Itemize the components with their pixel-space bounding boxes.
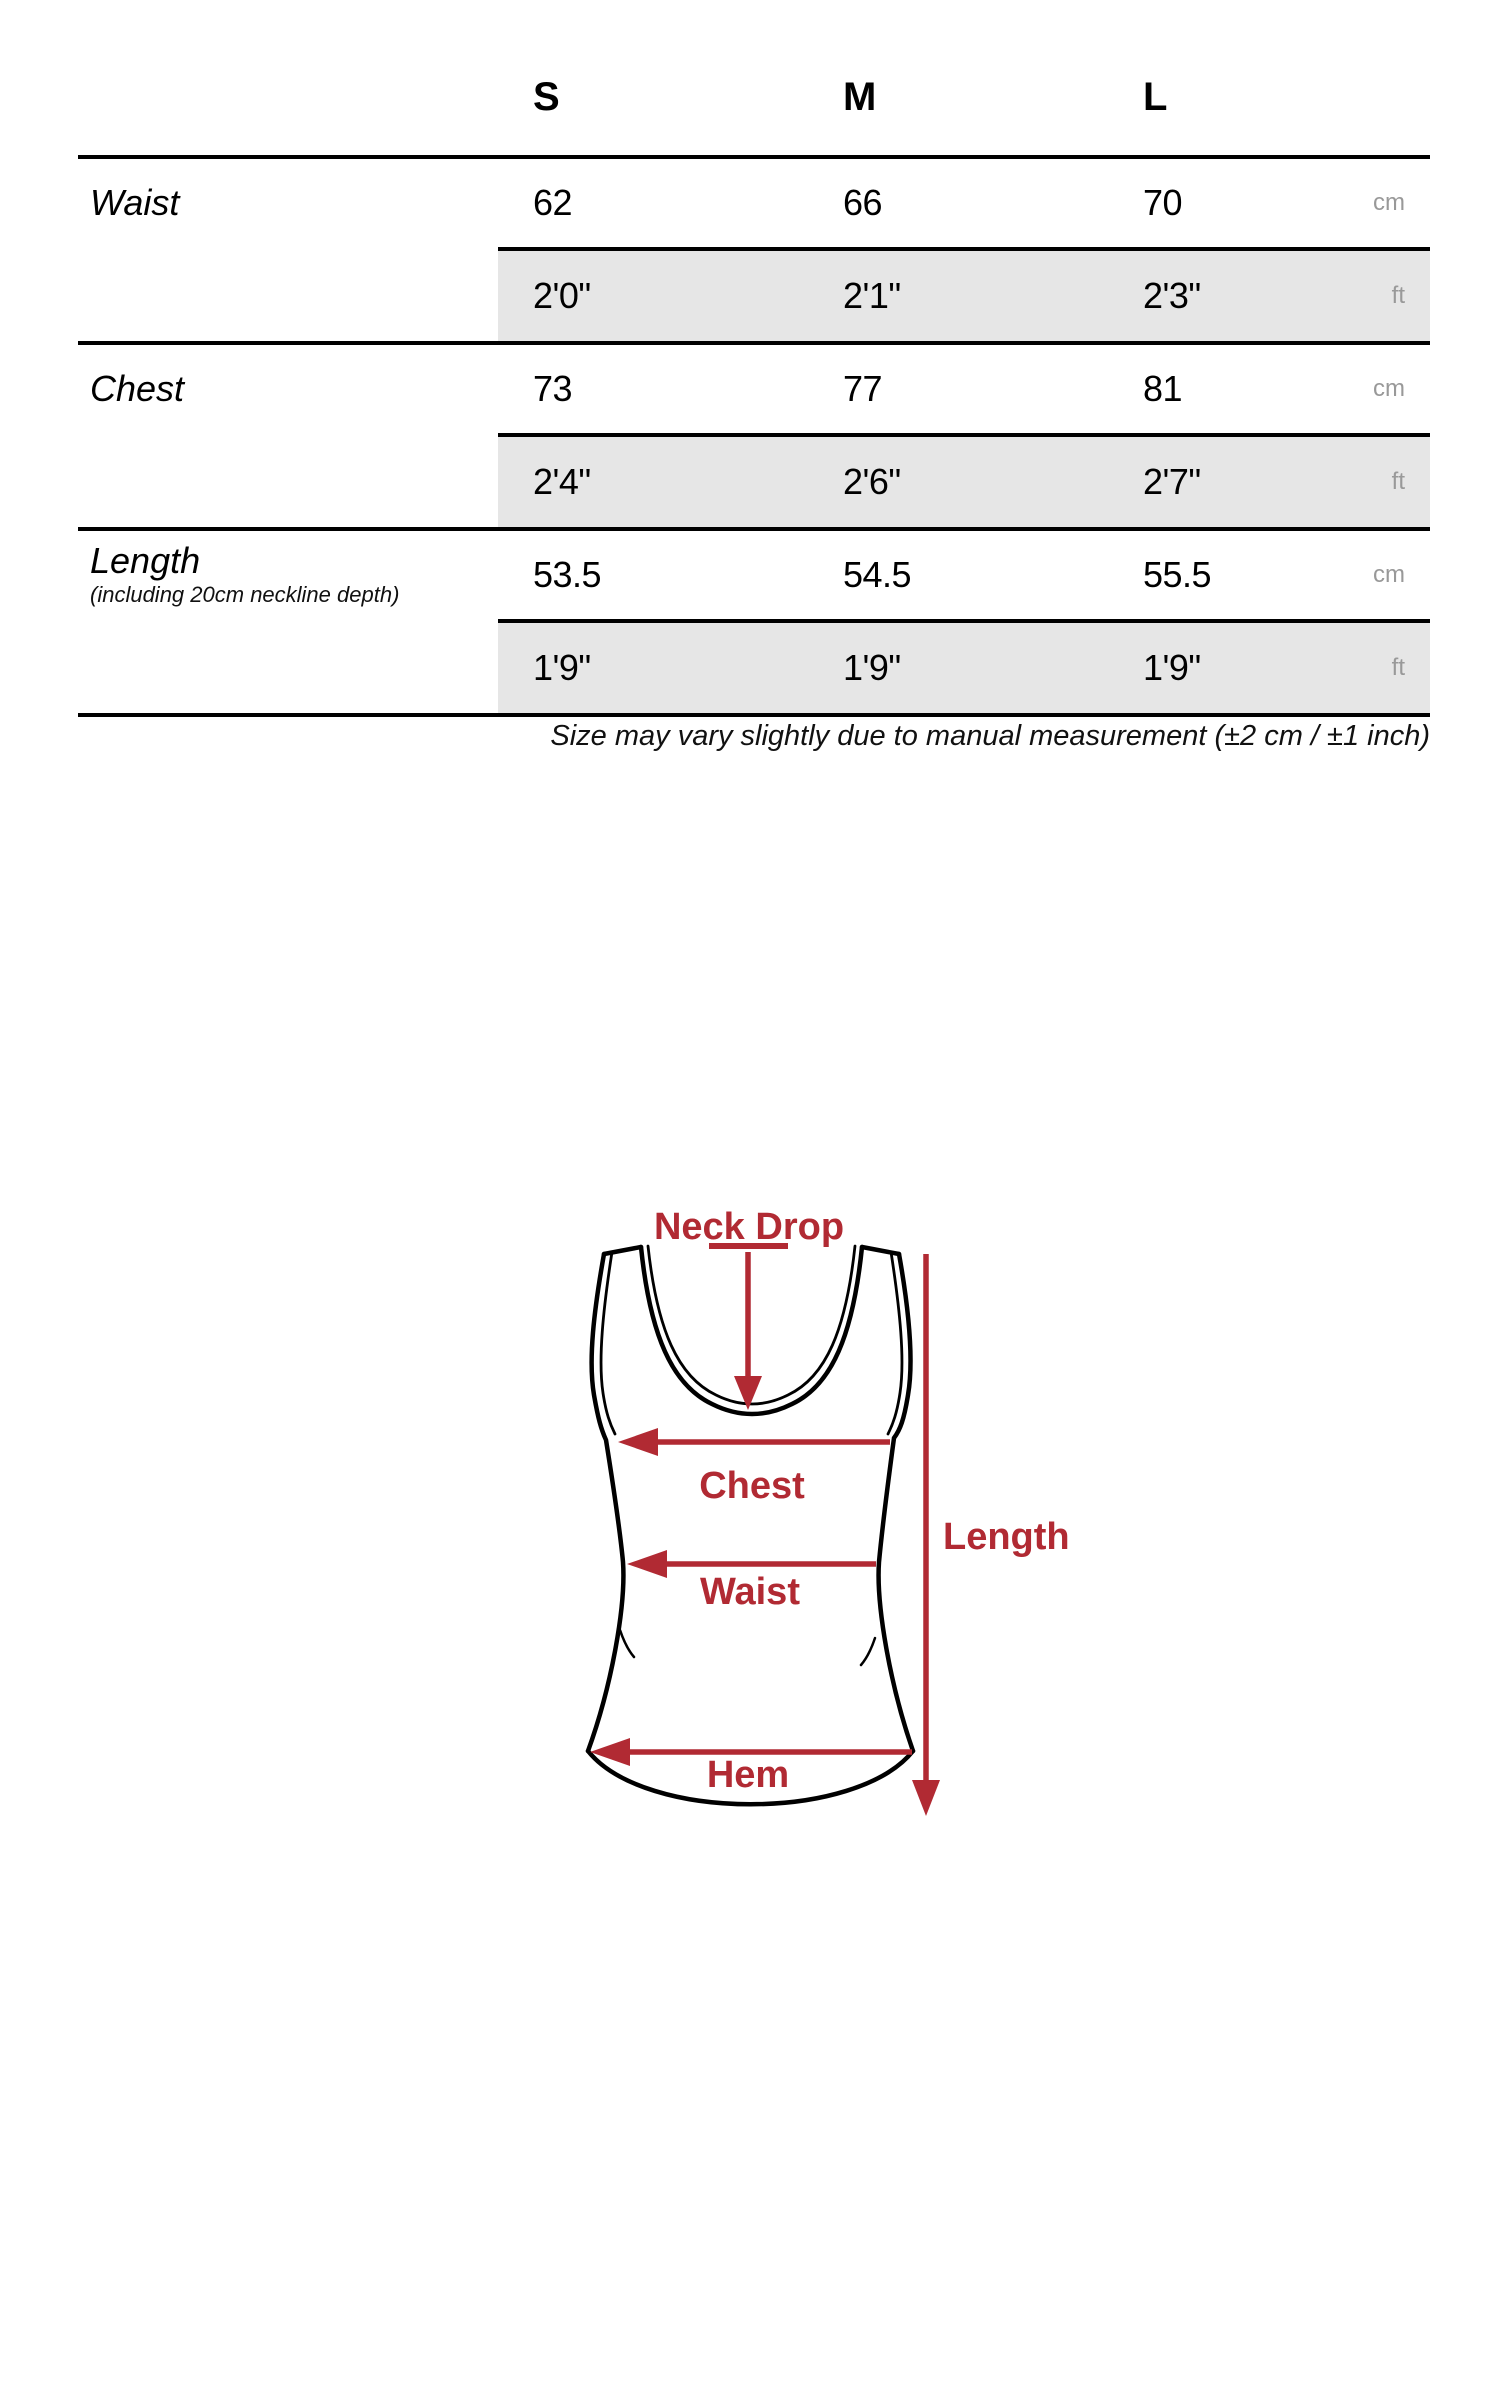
empty-cell <box>78 619 498 713</box>
waist-cm-l: 70 <box>1143 182 1183 223</box>
waist-ft-l: 2'3" <box>1118 247 1330 341</box>
header-unit-cell <box>1330 40 1430 155</box>
unit-ft-label: ft <box>1330 247 1430 341</box>
size-col-s: S <box>533 75 560 119</box>
unit-cm-label: cm <box>1373 375 1405 402</box>
waist-arrowhead <box>627 1550 667 1578</box>
chest-cm-s: 73 <box>533 368 573 409</box>
row-label-waist: Waist <box>78 159 498 247</box>
header-empty-cell <box>78 40 498 155</box>
garment-left-outline <box>585 1251 626 1754</box>
row-sublabel-text: (including 20cm neckline depth) <box>90 582 400 608</box>
chest-arrowhead <box>618 1428 658 1456</box>
chest-group: Chest 73 77 81 cm 2'4" 2'6" 2'7" ft <box>78 341 1430 527</box>
row-label-length: Length (including 20cm neckline depth) <box>78 531 498 619</box>
row-label-text: Waist <box>90 182 180 224</box>
waist-cm-m: 66 <box>843 182 883 223</box>
length-cm-row: Length (including 20cm neckline depth) 5… <box>78 531 1430 619</box>
neckline-binding <box>646 1244 857 1406</box>
waist-ft-m: 2'1" <box>808 247 1118 341</box>
size-chart-table: S M L Waist 62 66 70 cm 2'0" 2'1" 2'3" f… <box>78 40 1430 717</box>
chest-cm-m: 77 <box>843 368 883 409</box>
waist-ft-s: 2'0" <box>498 247 808 341</box>
size-col-m: M <box>843 75 877 119</box>
length-ft-m: 1'9" <box>808 619 1118 713</box>
strap-top-right <box>859 1244 902 1257</box>
side-slit-right <box>859 1636 877 1667</box>
chest-cm-l: 81 <box>1143 368 1183 409</box>
length-label: Length <box>943 1516 1070 1558</box>
chest-ft-row: 2'4" 2'6" 2'7" ft <box>78 433 1430 527</box>
neckline-curve <box>638 1244 865 1417</box>
armhole-binding-left <box>599 1250 617 1436</box>
chest-ft-l: 2'7" <box>1118 433 1330 527</box>
measurement-note: Size may vary slightly due to manual mea… <box>550 720 1430 752</box>
neck-drop-underline <box>709 1243 788 1249</box>
size-col-l: L <box>1143 75 1168 119</box>
empty-cell <box>78 247 498 341</box>
strap-top-left <box>601 1244 644 1257</box>
side-slit-left <box>618 1628 636 1659</box>
chest-label: Chest <box>699 1465 805 1507</box>
unit-ft-label: ft <box>1330 433 1430 527</box>
garment-measurement-diagram: Neck Drop Chest Waist Hem Length <box>560 1180 1080 1840</box>
tank-top-illustration <box>585 1243 940 1816</box>
row-label-text: Length <box>90 540 201 581</box>
waist-cm-s: 62 <box>533 182 573 223</box>
length-arrowhead <box>912 1780 940 1816</box>
length-ft-l: 1'9" <box>1118 619 1330 713</box>
waist-ft-row: 2'0" 2'1" 2'3" ft <box>78 247 1430 341</box>
neck-drop-label: Neck Drop <box>653 1206 845 1248</box>
row-label-text: Chest <box>90 368 185 410</box>
unit-ft-label: ft <box>1330 619 1430 713</box>
chest-ft-s: 2'4" <box>498 433 808 527</box>
chest-ft-m: 2'6" <box>808 433 1118 527</box>
length-cm-l: 55.5 <box>1143 554 1212 595</box>
length-cm-m: 54.5 <box>843 554 912 595</box>
hem-label: Hem <box>706 1754 790 1796</box>
armhole-binding-right <box>886 1250 904 1436</box>
length-ft-row: 1'9" 1'9" 1'9" ft <box>78 619 1430 713</box>
length-ft-s: 1'9" <box>498 619 808 713</box>
chest-cm-row: Chest 73 77 81 cm <box>78 345 1430 433</box>
waist-label: Waist <box>700 1571 800 1613</box>
size-header-row: S M L <box>78 40 1430 155</box>
length-cm-s: 53.5 <box>533 554 602 595</box>
length-group: Length (including 20cm neckline depth) 5… <box>78 527 1430 713</box>
garment-hem-curve <box>585 1748 916 1807</box>
waist-group: Waist 62 66 70 cm 2'0" 2'1" 2'3" ft <box>78 155 1430 341</box>
garment-right-outline <box>876 1251 916 1754</box>
hem-arrowhead <box>590 1738 630 1766</box>
row-label-chest: Chest <box>78 345 498 433</box>
unit-cm-label: cm <box>1373 189 1405 216</box>
unit-cm-label: cm <box>1373 561 1405 588</box>
empty-cell <box>78 433 498 527</box>
waist-cm-row: Waist 62 66 70 cm <box>78 159 1430 247</box>
neck-drop-arrowhead <box>734 1376 762 1410</box>
